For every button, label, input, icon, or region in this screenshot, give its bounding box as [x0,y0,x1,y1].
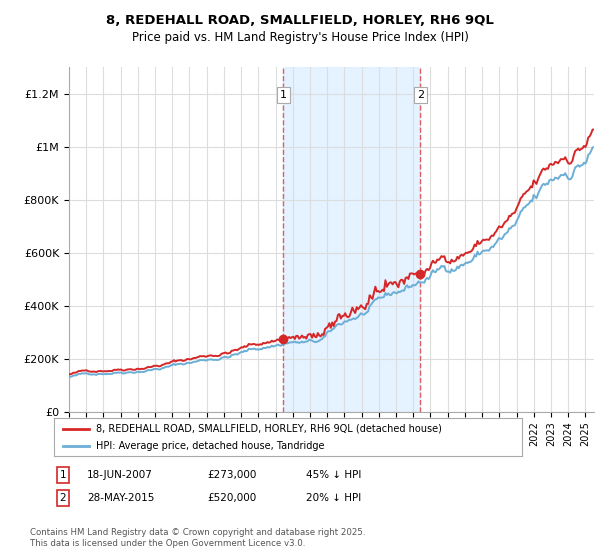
Text: 20% ↓ HPI: 20% ↓ HPI [306,493,361,503]
Text: 28-MAY-2015: 28-MAY-2015 [87,493,154,503]
Text: HPI: Average price, detached house, Tandridge: HPI: Average price, detached house, Tand… [96,441,325,451]
Text: 2: 2 [417,90,424,100]
Text: Contains HM Land Registry data © Crown copyright and database right 2025.
This d: Contains HM Land Registry data © Crown c… [30,528,365,548]
Text: 45% ↓ HPI: 45% ↓ HPI [306,470,361,480]
Text: £273,000: £273,000 [207,470,256,480]
Bar [283,67,421,412]
Text: 8, REDEHALL ROAD, SMALLFIELD, HORLEY, RH6 9QL: 8, REDEHALL ROAD, SMALLFIELD, HORLEY, RH… [106,14,494,27]
Text: Price paid vs. HM Land Registry's House Price Index (HPI): Price paid vs. HM Land Registry's House … [131,31,469,44]
Text: 2: 2 [59,493,67,503]
Text: 1: 1 [280,90,287,100]
Text: 18-JUN-2007: 18-JUN-2007 [87,470,153,480]
Text: 1: 1 [59,470,67,480]
Text: 8, REDEHALL ROAD, SMALLFIELD, HORLEY, RH6 9QL (detached house): 8, REDEHALL ROAD, SMALLFIELD, HORLEY, RH… [96,423,442,433]
Text: £520,000: £520,000 [207,493,256,503]
